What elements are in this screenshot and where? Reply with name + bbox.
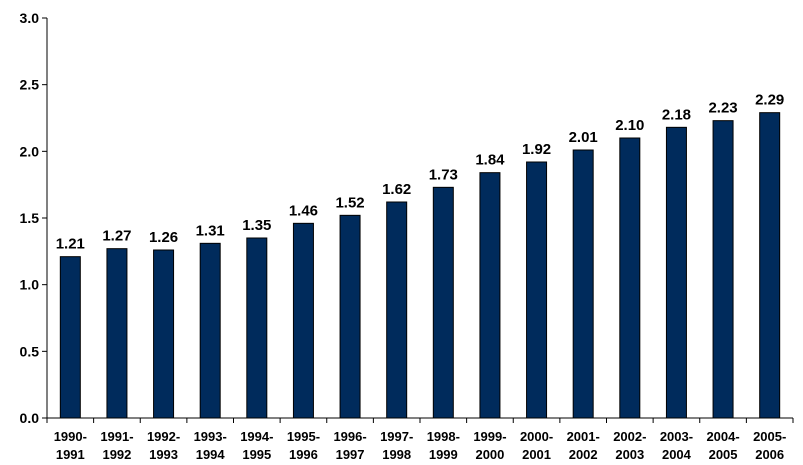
x-tick-label-line2: 2005 — [709, 447, 738, 462]
bar — [759, 112, 781, 419]
data-label: 1.46 — [289, 202, 318, 219]
bar — [712, 120, 734, 419]
x-tick-label-line2: 2001 — [522, 447, 551, 462]
data-label: 1.26 — [149, 229, 178, 246]
bar — [432, 186, 454, 419]
data-label: 2.01 — [569, 129, 598, 146]
y-tick-label: 1.5 — [20, 210, 40, 226]
x-tick-label-line1: 1996- — [333, 429, 366, 444]
x-tick-label-line1: 1991- — [100, 429, 133, 444]
y-tick-label: 2.0 — [20, 143, 40, 159]
x-tick-label-line1: 2000- — [520, 429, 553, 444]
x-tick-label-line2: 1991 — [56, 447, 85, 462]
data-label: 1.35 — [242, 217, 271, 234]
x-tick-label-line1: 1997- — [380, 429, 413, 444]
x-tick-label-line2: 2006 — [755, 447, 784, 462]
x-tick-label-line1: 1999- — [473, 429, 506, 444]
bar — [479, 172, 501, 419]
x-tick-label-line1: 1998- — [427, 429, 460, 444]
x-tick-label-line2: 1993 — [149, 447, 178, 462]
x-tick-label-line1: 2001- — [567, 429, 600, 444]
x-tick-label-line1: 1995- — [287, 429, 320, 444]
x-tick-label-line2: 1998 — [382, 447, 411, 462]
bar — [572, 149, 594, 419]
x-tick-label-line1: 1990- — [54, 429, 87, 444]
data-label: 1.62 — [382, 181, 411, 198]
bar — [246, 237, 268, 419]
bar — [619, 137, 641, 419]
bar — [292, 222, 314, 419]
x-axis: 1990- 1991 1991- 1992 1992- 1993 1993- 1994 1994… — [46, 417, 794, 462]
bar — [339, 214, 361, 419]
bar — [153, 249, 175, 419]
x-tick-label-line1: 1994- — [240, 429, 273, 444]
y-tick-label: 0.0 — [20, 410, 40, 426]
x-tick-label-line1: 1993- — [194, 429, 227, 444]
x-tick-label-line1: 2002- — [613, 429, 646, 444]
bar — [526, 161, 548, 419]
data-label: 2.29 — [755, 92, 784, 109]
y-tick-label: 3.0 — [20, 10, 40, 26]
y-tick-label: 2.5 — [20, 77, 40, 93]
x-tick-label-line1: 2005- — [753, 429, 786, 444]
bars — [59, 112, 781, 419]
y-tick-label: 1.0 — [20, 277, 40, 293]
x-tick-label-line2: 2004 — [662, 447, 692, 462]
data-label: 1.31 — [196, 222, 225, 239]
bar — [386, 201, 408, 419]
x-tick-label-line2: 1995 — [242, 447, 271, 462]
x-tick-label-line2: 2000 — [475, 447, 504, 462]
data-label: 1.84 — [475, 152, 505, 169]
x-tick-label-line2: 2003 — [615, 447, 644, 462]
x-tick-label-line1: 1992- — [147, 429, 180, 444]
x-tick-label-line1: 2003- — [660, 429, 693, 444]
x-tick-label-line2: 1994 — [196, 447, 226, 462]
bar — [59, 256, 81, 419]
bar — [199, 242, 221, 419]
y-tick-label: 0.5 — [20, 343, 40, 359]
data-label: 1.52 — [335, 194, 364, 211]
x-tick-label-line2: 1992 — [102, 447, 131, 462]
data-label: 1.92 — [522, 141, 551, 158]
x-tick-label-line2: 2002 — [569, 447, 598, 462]
data-label: 1.21 — [56, 236, 85, 253]
x-tick-label-line1: 2004- — [706, 429, 739, 444]
bar — [665, 126, 687, 419]
x-tick-label-line2: 1999 — [429, 447, 458, 462]
bar — [106, 248, 128, 419]
x-tick-label-line2: 1997 — [336, 447, 365, 462]
y-axis: 0.0 0.5 1.0 1.5 2.0 2.5 3.0 — [20, 10, 48, 426]
data-label: 2.10 — [615, 117, 644, 134]
data-labels: 1.21 1.27 1.26 1.31 1.35 1.46 1.52 1.62 1.73 1.84… — [56, 92, 785, 253]
x-tick-label-line2: 1996 — [289, 447, 318, 462]
data-label: 1.27 — [102, 228, 131, 245]
data-label: 2.23 — [708, 100, 737, 117]
data-label: 2.18 — [662, 106, 691, 123]
data-label: 1.73 — [429, 166, 458, 183]
